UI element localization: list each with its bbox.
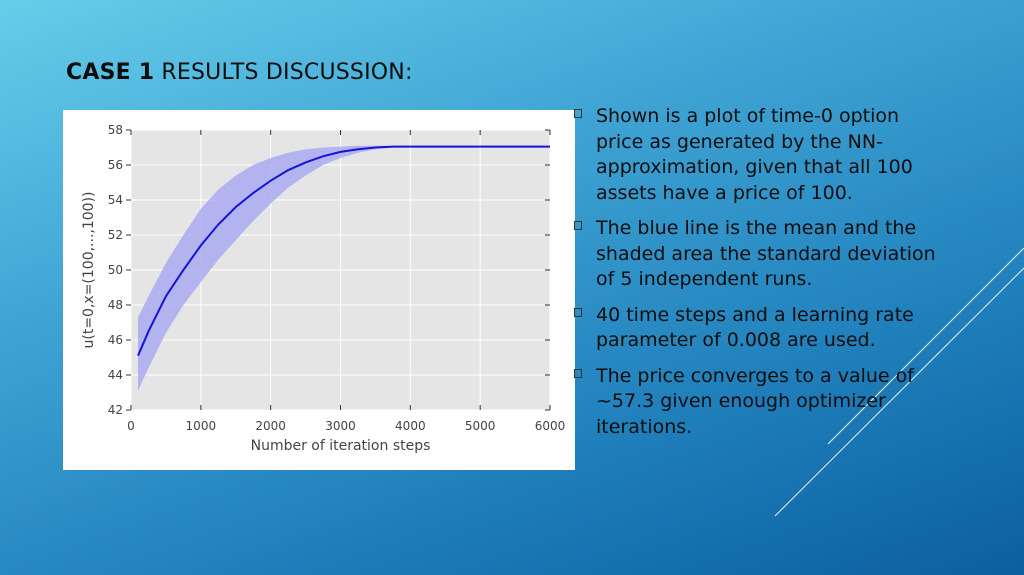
y-tick-label: 54 <box>108 193 123 207</box>
x-tick-label: 4000 <box>395 419 426 433</box>
bullet-marker-icon <box>574 368 582 378</box>
chart-panel: 42 44 46 48 50 52 54 56 58 0 1000 2000 3000 4000 5000 6… <box>63 110 575 470</box>
bullet-item: Shown is a plot of time-0 option price a… <box>574 104 944 206</box>
y-tick-label: 52 <box>108 228 123 242</box>
x-tick-label: 0 <box>127 419 135 433</box>
y-tick-label: 56 <box>108 158 123 172</box>
bullet-marker-icon <box>574 307 582 317</box>
y-tick-label: 44 <box>108 368 123 382</box>
bullet-item: The price converges to a value of ~57.3 … <box>574 364 944 441</box>
y-tick-label: 42 <box>108 403 123 417</box>
x-tick-label: 1000 <box>186 419 217 433</box>
y-tick-label: 48 <box>108 298 123 312</box>
bullet-marker-icon <box>574 221 582 230</box>
bullet-item: 40 time steps and a learning rate parame… <box>574 303 944 354</box>
chart: 42 44 46 48 50 52 54 56 58 0 1000 2000 3000 4000 5000 6… <box>81 123 566 454</box>
y-axis-label: u(t=0,x=(100,...,100)) <box>81 191 97 348</box>
x-tick-label: 6000 <box>535 419 566 433</box>
bullet-text: The price converges to a value of ~57.3 … <box>596 364 914 438</box>
bullet-text: 40 time steps and a learning rate parame… <box>596 303 914 352</box>
x-axis-label: Number of iteration steps <box>251 438 431 454</box>
x-tick-label: 5000 <box>465 419 496 433</box>
chart-ticks: 42 44 46 48 50 52 54 56 58 0 1000 2000 3000 4000 5000 6… <box>108 123 566 433</box>
bullet-marker-icon <box>574 109 582 118</box>
slide-title-bold: CASE 1 <box>66 60 155 85</box>
mean-line <box>137 145 550 357</box>
bullet-item: The blue line is the mean and the shaded… <box>574 216 944 293</box>
bullet-list: Shown is a plot of time-0 option price a… <box>574 104 944 450</box>
y-tick-label: 46 <box>108 333 123 347</box>
x-tick-label: 2000 <box>255 419 286 433</box>
bullet-text: Shown is a plot of time-0 option price a… <box>596 105 913 204</box>
y-tick-label: 50 <box>108 263 123 277</box>
slide-title: CASE 1 RESULTS DISCUSSION: <box>66 60 413 85</box>
y-tick-label: 58 <box>108 123 123 137</box>
x-tick-label: 3000 <box>325 419 356 433</box>
std-band <box>138 145 550 391</box>
slide-title-rest: RESULTS DISCUSSION: <box>154 60 413 85</box>
bullet-text: The blue line is the mean and the shaded… <box>596 217 936 290</box>
